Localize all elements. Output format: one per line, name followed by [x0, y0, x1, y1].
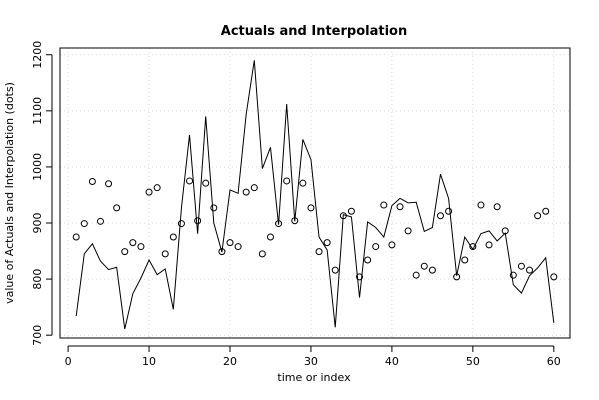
x-tick-label: 60 — [547, 355, 561, 368]
actual-point — [388, 241, 396, 249]
actual-point — [291, 217, 299, 225]
actual-point — [493, 203, 501, 211]
actual-point — [356, 273, 364, 281]
actual-point — [485, 241, 493, 249]
x-tick-label: 10 — [142, 355, 156, 368]
actual-point — [258, 250, 266, 258]
actual-point — [364, 256, 372, 264]
actual-point — [169, 233, 177, 241]
actual-point — [137, 243, 145, 251]
actual-point — [96, 217, 104, 225]
actual-point — [88, 178, 96, 186]
actual-point — [453, 273, 461, 281]
plot-frame — [59, 47, 571, 339]
interpolation-line — [75, 60, 555, 330]
actual-point — [534, 212, 542, 220]
actual-point — [307, 204, 315, 212]
actual-point — [396, 203, 404, 211]
actual-point — [517, 262, 525, 270]
actual-point — [323, 239, 331, 247]
actual-point — [501, 227, 509, 235]
x-tick-label: 30 — [304, 355, 318, 368]
actual-point — [347, 207, 355, 215]
grid — [60, 48, 570, 338]
actual-point — [186, 177, 194, 185]
actual-point — [275, 220, 283, 228]
actual-point — [145, 188, 153, 196]
y-tick-label: 1200 — [31, 41, 44, 69]
x-tick-label: 50 — [466, 355, 480, 368]
actual-point — [153, 184, 161, 192]
actual-point — [339, 212, 347, 220]
actual-point — [234, 243, 242, 251]
actual-point — [372, 243, 380, 251]
actual-point — [202, 179, 210, 187]
actual-point — [113, 204, 121, 212]
actual-point — [105, 180, 113, 188]
x-tick-label: 40 — [385, 355, 399, 368]
y-tick-label: 1000 — [31, 153, 44, 181]
x-axis-label: time or index — [277, 371, 351, 384]
actual-point — [283, 177, 291, 185]
actual-point — [218, 248, 226, 256]
y-tick-label: 800 — [31, 269, 44, 290]
actual-point — [477, 201, 485, 209]
x-axis: 0 10 20 30 40 50 60 — [65, 345, 561, 368]
actual-point — [445, 207, 453, 215]
actual-point — [177, 220, 185, 228]
actual-point — [80, 220, 88, 228]
actual-point — [436, 212, 444, 220]
y-tick-label: 1100 — [31, 97, 44, 125]
actual-point — [526, 266, 534, 274]
x-tick-label: 0 — [65, 355, 72, 368]
x-tick-label: 20 — [223, 355, 237, 368]
actual-point — [210, 204, 218, 212]
actual-point — [129, 239, 137, 247]
actual-point — [469, 243, 477, 251]
actual-point — [331, 266, 339, 274]
actual-point — [404, 227, 412, 235]
actual-point — [72, 233, 80, 241]
chart-title: Actuals and Interpolation — [221, 24, 407, 39]
actual-point — [315, 248, 323, 256]
actual-point — [380, 201, 388, 209]
actual-point — [161, 250, 169, 258]
plot-area — [72, 60, 558, 330]
actual-point — [121, 248, 129, 256]
actual-point — [428, 266, 436, 274]
actual-point — [266, 233, 274, 241]
y-axis: 700 800 900 1000 1100 1200 — [31, 41, 53, 346]
actual-point — [420, 262, 428, 270]
actual-point — [250, 184, 258, 192]
y-tick-label: 700 — [31, 325, 44, 346]
y-tick-label: 900 — [31, 213, 44, 234]
actual-point — [299, 179, 307, 187]
actual-point — [194, 217, 202, 225]
actual-point — [509, 271, 517, 279]
y-axis-label: value of Actuals and Interpolation (dots… — [3, 82, 16, 304]
actual-point — [550, 273, 558, 281]
actual-point — [542, 207, 550, 215]
actual-point — [242, 188, 250, 196]
actual-point — [412, 271, 420, 279]
actual-point — [226, 239, 234, 247]
actual-point — [461, 256, 469, 264]
